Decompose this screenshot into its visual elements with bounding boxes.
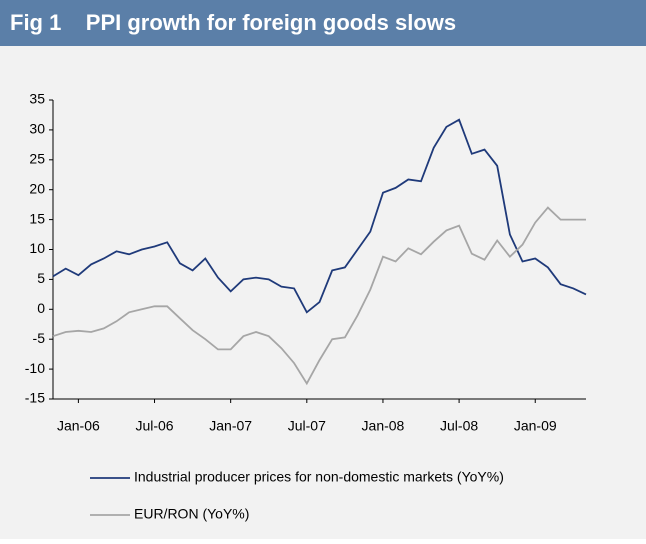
y-tick-label: -15 — [25, 390, 45, 406]
x-tick-label: Jul-08 — [440, 418, 478, 434]
y-tick-label: -10 — [25, 360, 45, 376]
y-tick-label: 30 — [29, 121, 45, 137]
series-line — [52, 206, 586, 386]
y-tick-label: 25 — [29, 151, 45, 167]
y-tick-label: -5 — [33, 330, 46, 346]
y-tick-label: 10 — [29, 240, 45, 256]
y-tick-label: 15 — [29, 210, 45, 226]
x-tick-label: Jan-09 — [514, 418, 557, 434]
y-tick-label: 35 — [29, 91, 45, 107]
chart-title: Fig 1 PPI growth for foreign goods slows — [10, 10, 456, 35]
legend-label: Industrial producer prices for non-domes… — [134, 469, 504, 485]
x-tick-label: Jul-06 — [135, 418, 173, 434]
series-line — [52, 118, 587, 314]
y-tick-label: 20 — [29, 180, 45, 196]
legend-label: EUR/RON (YoY%) — [134, 506, 249, 522]
x-tick-label: Jan-06 — [57, 418, 100, 434]
y-tick-label: 0 — [37, 300, 45, 316]
x-tick-label: Jan-08 — [362, 418, 405, 434]
x-tick-label: Jan-07 — [209, 418, 252, 434]
x-tick-label: Jul-07 — [288, 418, 326, 434]
y-tick-label: 5 — [37, 270, 45, 286]
title-bar — [0, 0, 646, 46]
